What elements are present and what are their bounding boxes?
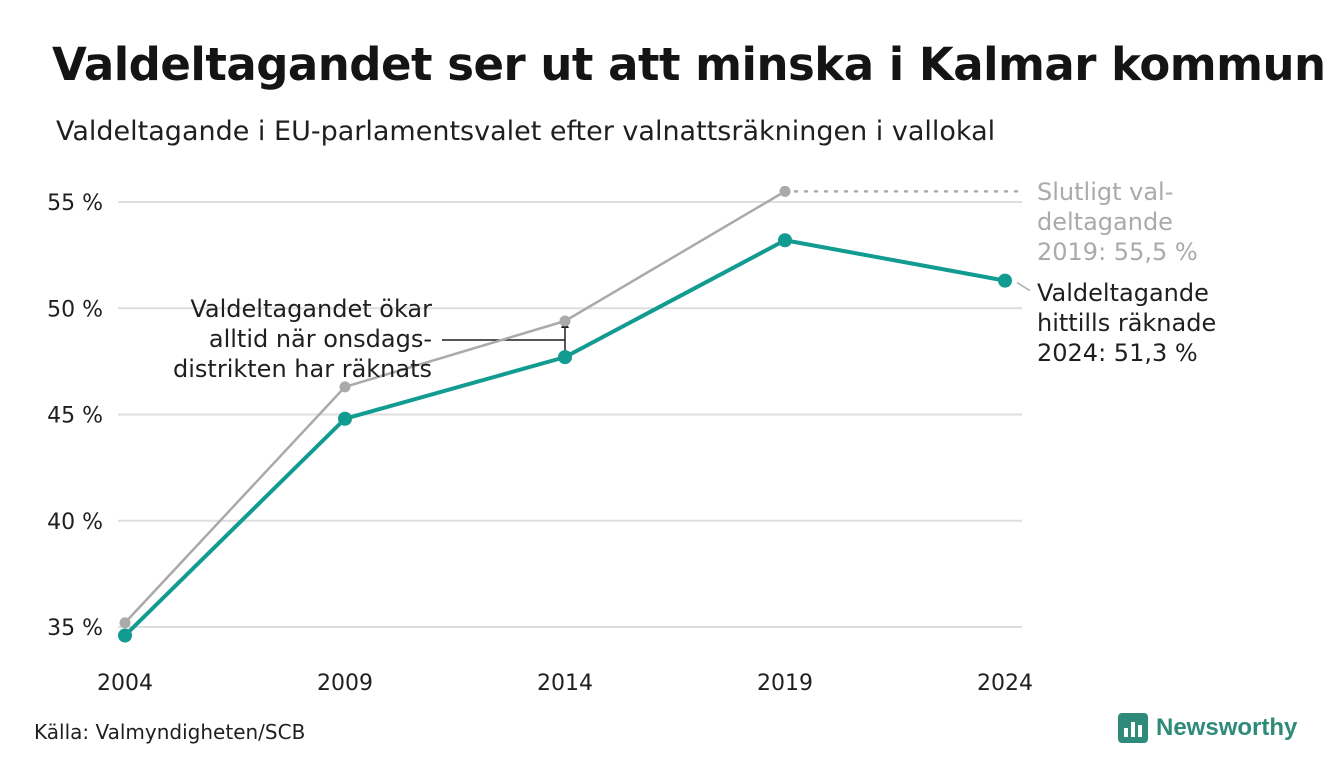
x-tick-label: 2019: [757, 671, 813, 696]
district-note-line: alltid när onsdags-: [209, 325, 432, 353]
y-tick-label: 50 %: [47, 297, 103, 322]
y-tick-label: 40 %: [47, 510, 103, 535]
final-turnout-point: [559, 315, 571, 327]
counted-leader: [1016, 281, 1031, 292]
x-tick-label: 2009: [317, 671, 373, 696]
counted-turnout-point: [558, 350, 572, 365]
counted-turnout-point: [998, 273, 1012, 288]
x-tick-label: 2004: [97, 671, 153, 696]
y-axis-ticks: 35 % 40 % 45 % 50 % 55 %: [47, 191, 103, 641]
counted-label-line: hittills räknade: [1037, 309, 1216, 337]
chart-subtitle: Valdeltagande i EU-parlamentsvalet efter…: [56, 116, 996, 147]
x-axis-ticks: 2004 2009 2014 2019 2024: [97, 671, 1033, 696]
brand-name: Newsworthy: [1156, 714, 1298, 741]
y-tick-label: 35 %: [47, 616, 103, 641]
chart-title: Valdeltagandet ser ut att minska i Kalma…: [52, 38, 1326, 91]
grid-lines: [118, 201, 1022, 628]
final-turnout-point: [339, 381, 351, 393]
counted-turnout-point: [338, 411, 352, 426]
newsworthy-logo: Newsworthy: [1118, 713, 1297, 743]
bar-chart-icon: [1118, 713, 1148, 743]
series-lines: [118, 185, 1012, 643]
district-note-line: distrikten har räknats: [173, 355, 432, 383]
annotations: [442, 190, 1031, 352]
counted-label-line: 2024: 51,3 %: [1037, 339, 1198, 367]
x-tick-label: 2014: [537, 671, 593, 696]
y-tick-label: 55 %: [47, 191, 103, 216]
counted-label-line: Valdeltagande: [1037, 279, 1209, 307]
counted-turnout-point: [118, 628, 132, 643]
x-tick-label: 2024: [977, 671, 1033, 696]
y-tick-label: 45 %: [47, 404, 103, 429]
source-note: Källa: Valmyndigheten/SCB: [34, 720, 306, 744]
final-label-line: deltagande: [1037, 208, 1173, 236]
final-label-line: Slutligt val-: [1037, 178, 1173, 206]
final-turnout-point: [119, 617, 131, 629]
final-label-line: 2019: 55,5 %: [1037, 238, 1198, 266]
counted-turnout-point: [778, 233, 792, 248]
district-note-line: Valdeltagandet ökar: [190, 295, 432, 323]
final-turnout-point: [779, 185, 791, 197]
final-turnout-line: [124, 190, 786, 624]
